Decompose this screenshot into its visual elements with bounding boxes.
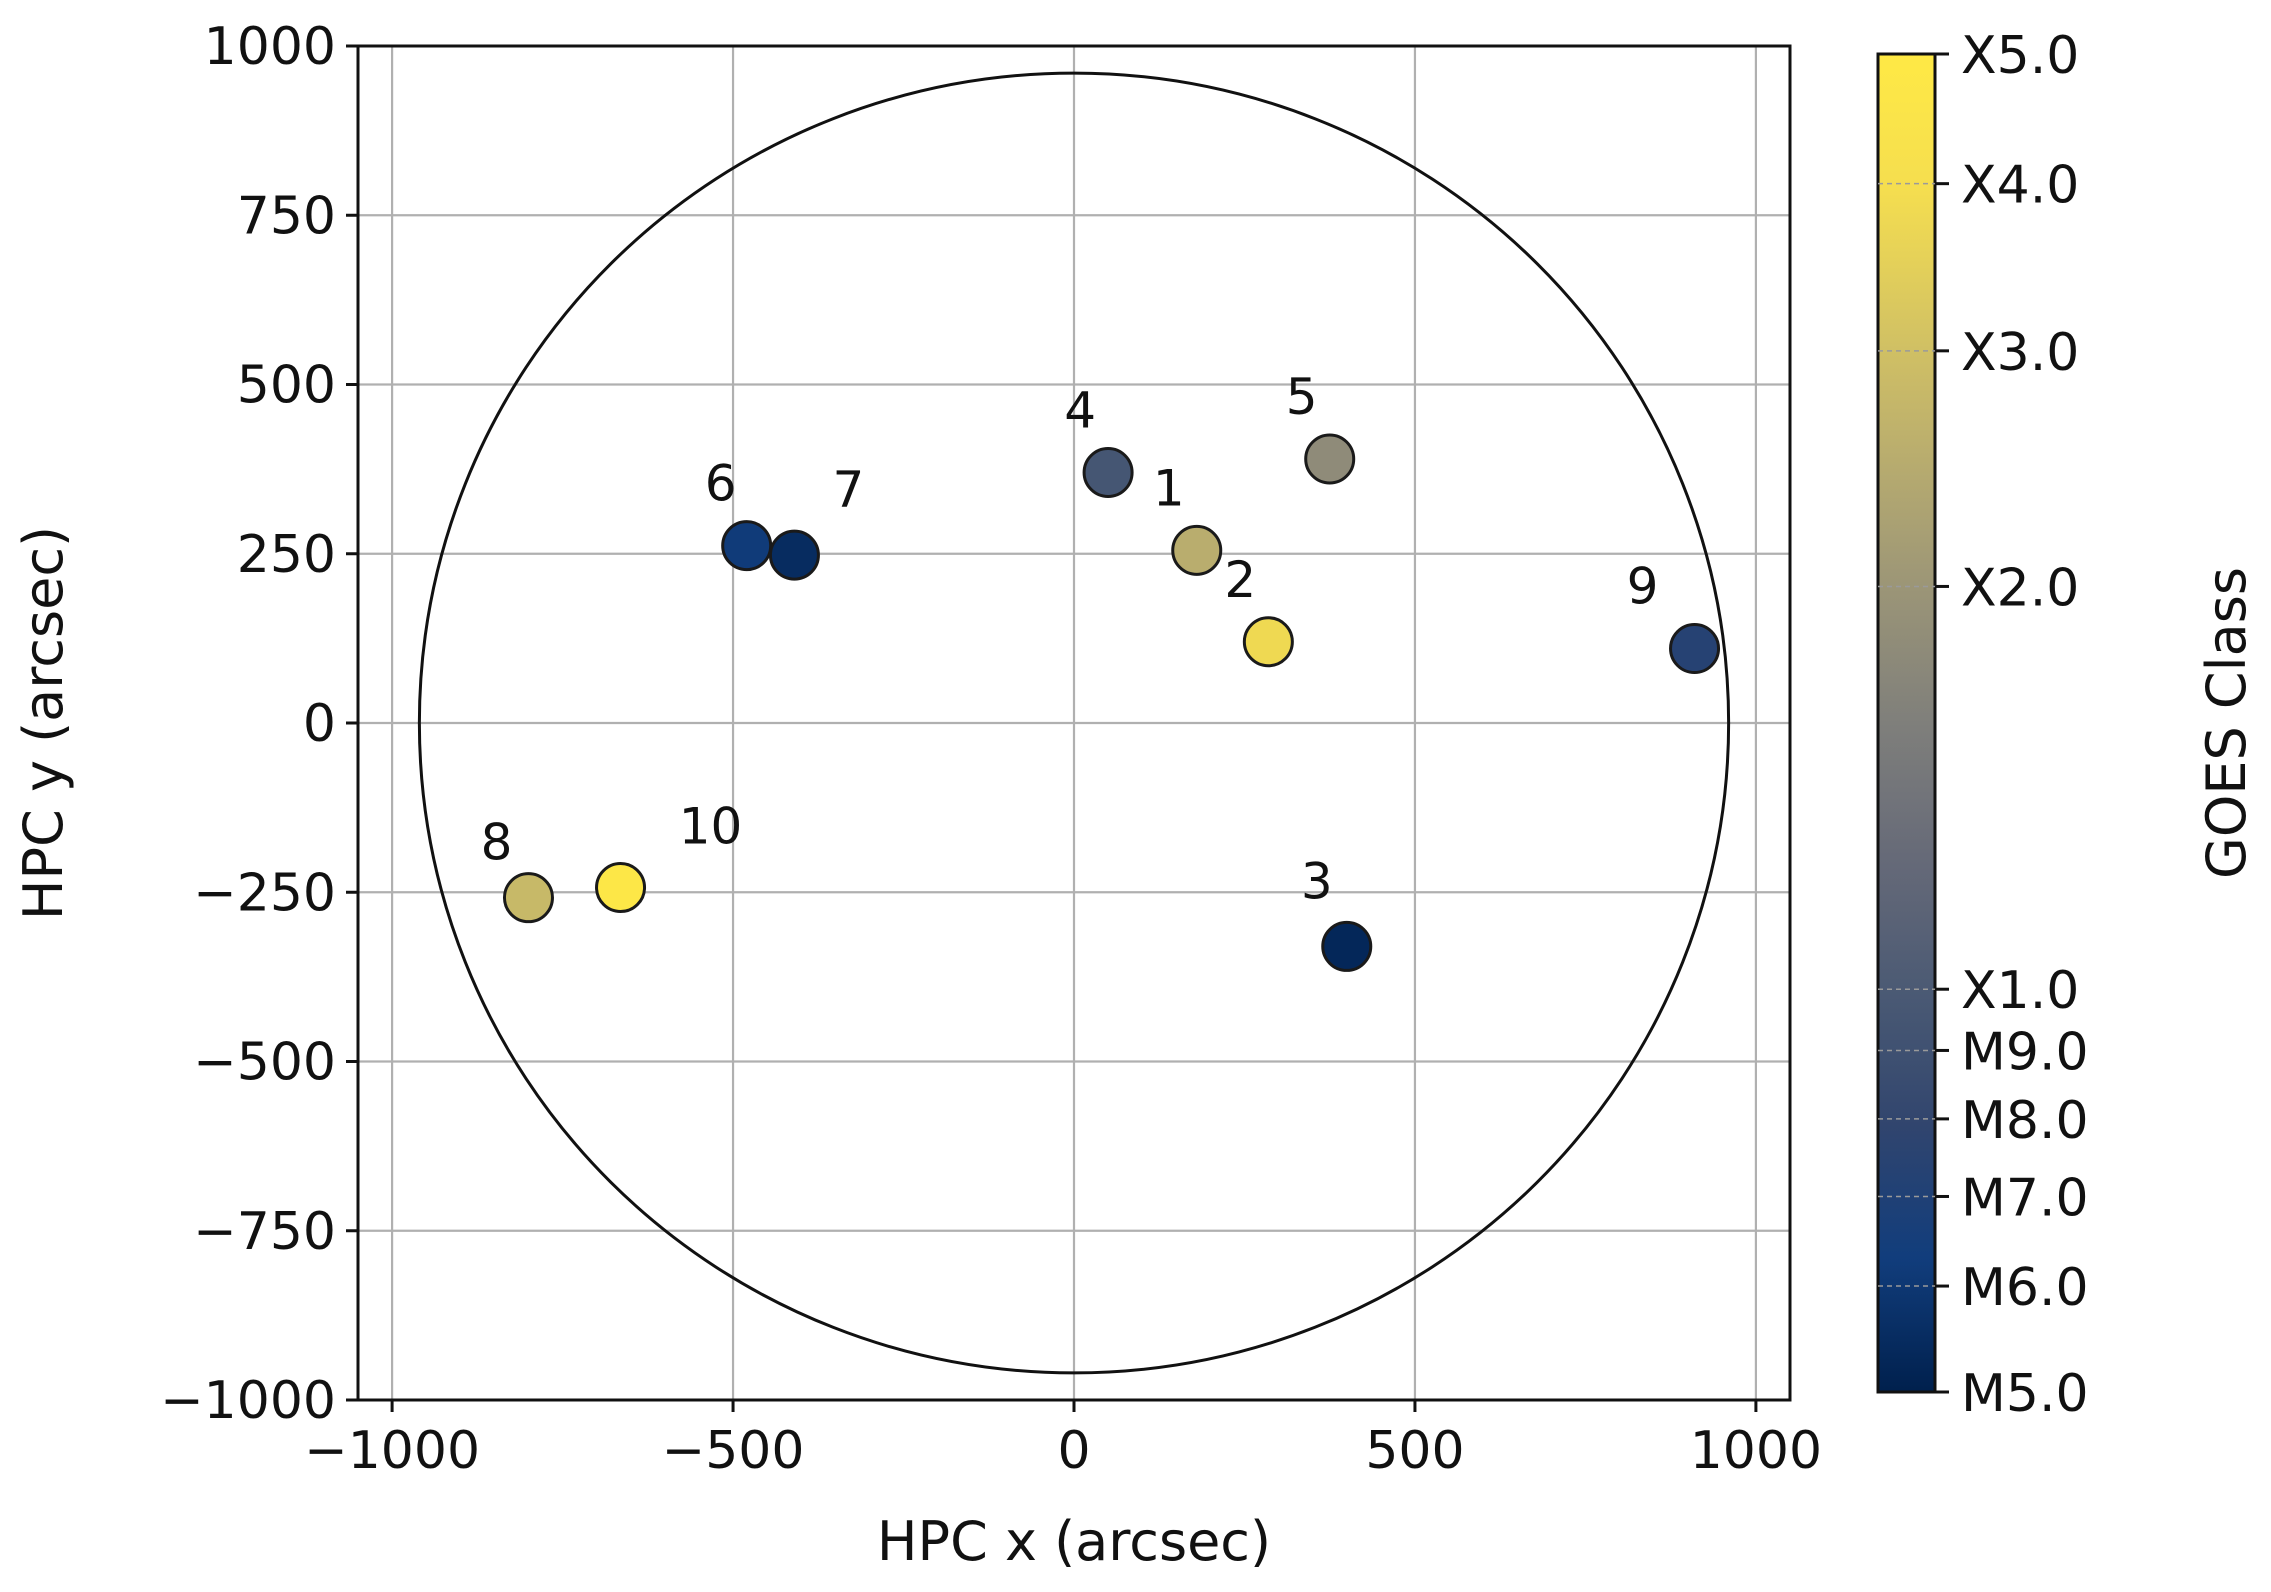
point-label: 4 <box>1064 382 1096 440</box>
point-label: 6 <box>705 455 737 513</box>
colorbar-tick-label: M5.0 <box>1961 1364 2089 1424</box>
point-label: 8 <box>481 814 513 872</box>
x-tick-label: 1000 <box>1690 1421 1822 1481</box>
colorbar-tick-label: X1.0 <box>1961 961 2079 1021</box>
y-tick-label: 250 <box>237 525 336 585</box>
solar-disk-layer <box>417 71 1731 1375</box>
y-axis-label: HPC y (arcsec) <box>12 526 75 920</box>
data-points <box>502 433 1721 972</box>
point-label: 7 <box>833 461 865 519</box>
x-tick-label: −500 <box>662 1421 805 1481</box>
x-tick-label: −1000 <box>304 1421 480 1481</box>
colorbar-tick-label: X4.0 <box>1961 156 2079 216</box>
point-label: 9 <box>1627 558 1659 616</box>
axes <box>346 44 1792 1412</box>
y-tick-label: −250 <box>193 863 336 923</box>
point-label: 1 <box>1153 459 1185 517</box>
y-tick-label: 750 <box>237 186 336 246</box>
solar-disk <box>417 71 1731 1375</box>
x-axis-label: HPC x (arcsec) <box>877 1510 1271 1573</box>
scatter-point <box>721 520 773 572</box>
point-labels: 12 3 4 5 6 7 8 9 10 <box>481 368 1659 910</box>
y-tick-label: −750 <box>193 1202 336 1262</box>
y-tick-label: 1000 <box>204 17 336 77</box>
x-tick-label: 500 <box>1365 1421 1464 1481</box>
tick-labels: −1000 −500 0 500 1000 −1000 −750 −500 −250 0 250 50… <box>160 17 1822 1481</box>
scatter-point <box>1321 920 1373 972</box>
y-tick-label: −1000 <box>160 1371 336 1431</box>
colorbar-tick-label: M6.0 <box>1961 1258 2089 1318</box>
scatter-point <box>1304 433 1356 485</box>
y-tick-label: −500 <box>193 1033 336 1093</box>
y-tick-label: 0 <box>303 694 336 754</box>
point-label: 2 <box>1224 551 1256 609</box>
scatter-point <box>1669 623 1721 675</box>
colorbar-tick-label: X2.0 <box>1961 558 2079 618</box>
y-tick-label: 500 <box>237 356 336 416</box>
colorbar: M5.0 M6.0 M7.0 M8.0 M9.0X1.0 X2.0 X3.0 X4.0 X5.0 <box>1876 26 2089 1424</box>
colorbar-gradient <box>1876 52 1937 1394</box>
colorbar-tick-label: M9.0 <box>1961 1022 2089 1082</box>
scatter-point <box>595 862 647 914</box>
scatter-point <box>1082 447 1134 499</box>
scatter-point <box>1171 524 1223 576</box>
colorbar-tick-label: M7.0 <box>1961 1168 2089 1228</box>
grid-lines <box>358 44 1790 1402</box>
colorbar-tick-label: X5.0 <box>1961 26 2079 86</box>
x-tick-label: 0 <box>1057 1421 1090 1481</box>
scatter-point <box>502 872 554 924</box>
point-label: 10 <box>679 798 743 856</box>
point-label: 3 <box>1301 852 1333 910</box>
colorbar-tick-label: M8.0 <box>1961 1091 2089 1151</box>
point-label: 5 <box>1286 368 1318 426</box>
scatter-point <box>768 529 820 581</box>
colorbar-tick-label: X3.0 <box>1961 323 2079 383</box>
scatter-point <box>1242 616 1294 668</box>
colorbar-label: GOES Class <box>2195 567 2258 879</box>
